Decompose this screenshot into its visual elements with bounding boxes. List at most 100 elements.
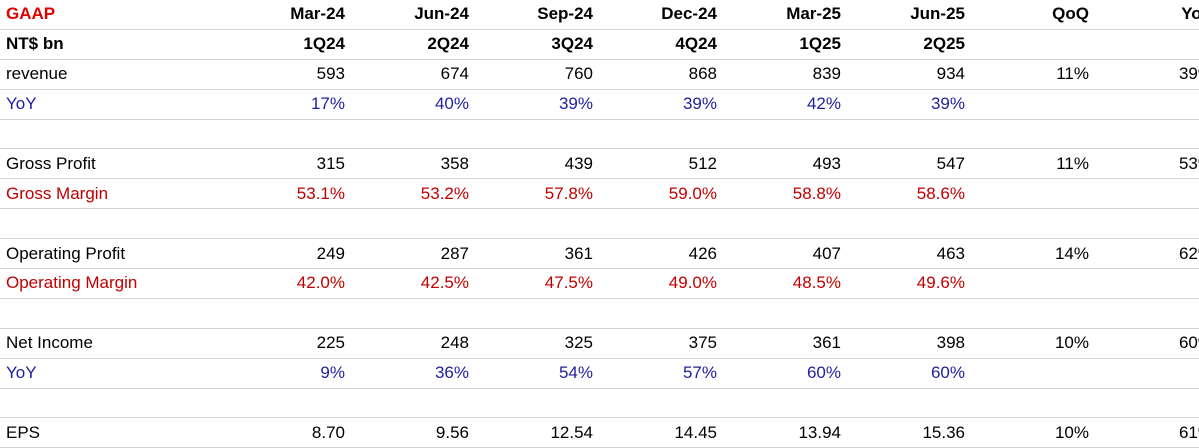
row-label: Operating Profit	[0, 238, 226, 270]
value-cell	[599, 298, 723, 329]
empty-cell	[1095, 29, 1199, 60]
value-cell	[226, 298, 351, 329]
qoq-cell	[971, 388, 1095, 419]
value-cell	[723, 298, 847, 329]
value-cell: 9.56	[351, 417, 475, 448]
row-label: Net Income	[0, 328, 226, 359]
value-cell: 398	[847, 328, 971, 359]
quarter-header: 2Q24	[351, 29, 475, 60]
value-cell	[847, 388, 971, 419]
row-label: EPS	[0, 417, 226, 448]
quarter-header: 1Q24	[226, 29, 351, 60]
qoq-cell	[971, 358, 1095, 389]
value-cell: 48.5%	[723, 268, 847, 299]
value-cell: 439	[475, 148, 599, 180]
yoy-cell	[1095, 119, 1199, 150]
yoy-cell	[1095, 89, 1199, 120]
value-cell: 361	[475, 238, 599, 270]
table-row: Operating Margin 42.0% 42.5% 47.5% 49.0% 48.5…	[0, 268, 1199, 299]
value-cell	[847, 119, 971, 150]
value-cell: 39%	[599, 89, 723, 120]
value-cell: 42.0%	[226, 268, 351, 299]
yoy-cell	[1095, 208, 1199, 240]
yoy-cell: 62%	[1095, 238, 1199, 270]
qoq-cell: 11%	[971, 59, 1095, 90]
value-cell	[226, 119, 351, 150]
value-cell: 493	[723, 148, 847, 180]
value-cell: 54%	[475, 358, 599, 389]
value-cell: 315	[226, 148, 351, 180]
period-header: Jun-24	[351, 0, 475, 30]
table-row: Gross Margin 53.1% 53.2% 57.8% 59.0% 58.8% 58.…	[0, 178, 1199, 210]
value-cell: 42%	[723, 89, 847, 120]
value-cell	[351, 388, 475, 419]
value-cell: 361	[723, 328, 847, 359]
value-cell: 49.6%	[847, 268, 971, 299]
value-cell	[599, 119, 723, 150]
yoy-cell	[1095, 268, 1199, 299]
row-label	[0, 208, 226, 240]
value-cell: 59.0%	[599, 178, 723, 210]
value-cell	[599, 388, 723, 419]
value-cell: 325	[475, 328, 599, 359]
table-title: GAAP	[0, 0, 226, 30]
value-cell: 248	[351, 328, 475, 359]
quarter-header: 3Q24	[475, 29, 599, 60]
value-cell: 547	[847, 148, 971, 180]
value-cell: 57.8%	[475, 178, 599, 210]
qoq-cell	[971, 298, 1095, 329]
row-label: YoY	[0, 358, 226, 389]
value-cell	[475, 208, 599, 240]
quarter-header: 2Q25	[847, 29, 971, 60]
row-label	[0, 298, 226, 329]
value-cell: 249	[226, 238, 351, 270]
value-cell	[351, 298, 475, 329]
value-cell: 287	[351, 238, 475, 270]
spacer-row	[0, 388, 1199, 419]
value-cell	[475, 119, 599, 150]
value-cell	[847, 208, 971, 240]
value-cell	[723, 388, 847, 419]
row-label	[0, 388, 226, 419]
qoq-cell: 10%	[971, 328, 1095, 359]
value-cell	[226, 388, 351, 419]
period-header: Mar-24	[226, 0, 351, 30]
value-cell: 53.1%	[226, 178, 351, 210]
value-cell: 42.5%	[351, 268, 475, 299]
value-cell: 839	[723, 59, 847, 90]
value-cell	[723, 119, 847, 150]
unit-label: NT$ bn	[0, 29, 226, 60]
value-cell: 58.6%	[847, 178, 971, 210]
period-header: Jun-25	[847, 0, 971, 30]
value-cell	[475, 298, 599, 329]
row-label: Gross Margin	[0, 178, 226, 210]
yoy-cell: 61%	[1095, 417, 1199, 448]
qoq-cell: 14%	[971, 238, 1095, 270]
value-cell: 407	[723, 238, 847, 270]
table-row: YoY 17% 40% 39% 39% 42% 39%	[0, 89, 1199, 120]
value-cell: 934	[847, 59, 971, 90]
header-row: GAAP Mar-24 Jun-24 Sep-24 Dec-24 Mar-25 …	[0, 0, 1199, 30]
spacer-row	[0, 119, 1199, 150]
value-cell: 12.54	[475, 417, 599, 448]
period-header: Sep-24	[475, 0, 599, 30]
spacer-row	[0, 208, 1199, 240]
period-header: Mar-25	[723, 0, 847, 30]
value-cell	[351, 208, 475, 240]
qoq-cell	[971, 178, 1095, 210]
value-cell: 593	[226, 59, 351, 90]
yoy-cell	[1095, 388, 1199, 419]
value-cell: 40%	[351, 89, 475, 120]
row-label	[0, 119, 226, 150]
qoq-cell	[971, 268, 1095, 299]
yoy-cell	[1095, 178, 1199, 210]
value-cell: 8.70	[226, 417, 351, 448]
value-cell: 868	[599, 59, 723, 90]
